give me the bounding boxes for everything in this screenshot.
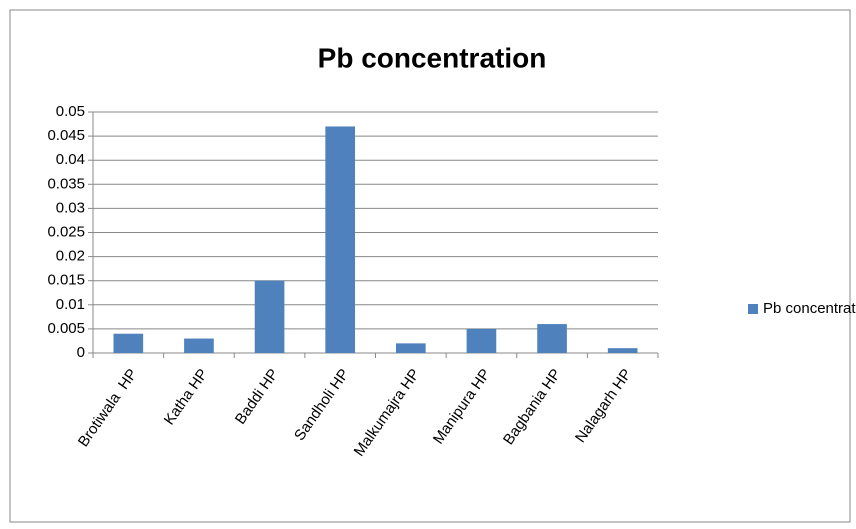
y-tick-label: 0.005 (47, 320, 85, 337)
chart-frame (9, 9, 851, 523)
legend-swatch (748, 304, 758, 314)
bar (254, 280, 285, 353)
y-tick-label: 0.015 (47, 272, 85, 289)
y-tick-label: 0.035 (47, 175, 85, 192)
y-tick-label: 0.025 (47, 223, 85, 240)
y-tick-label: 0 (77, 344, 85, 361)
y-tick-label: 0.01 (56, 296, 85, 313)
bar (395, 343, 426, 353)
y-tick-label: 0.045 (47, 127, 85, 144)
bar (466, 328, 497, 353)
chart-title: Pb concentration (318, 42, 547, 73)
y-tick-label: 0.05 (56, 103, 85, 120)
y-tick-label: 0.04 (56, 151, 85, 168)
legend-label: Pb concentration (763, 300, 856, 317)
bar (325, 126, 356, 354)
bar (607, 348, 638, 353)
y-tick-label: 0.03 (56, 199, 85, 216)
y-tick-label: 0.02 (56, 248, 85, 265)
bar (113, 333, 144, 353)
bar (537, 324, 567, 353)
bar (184, 338, 214, 353)
